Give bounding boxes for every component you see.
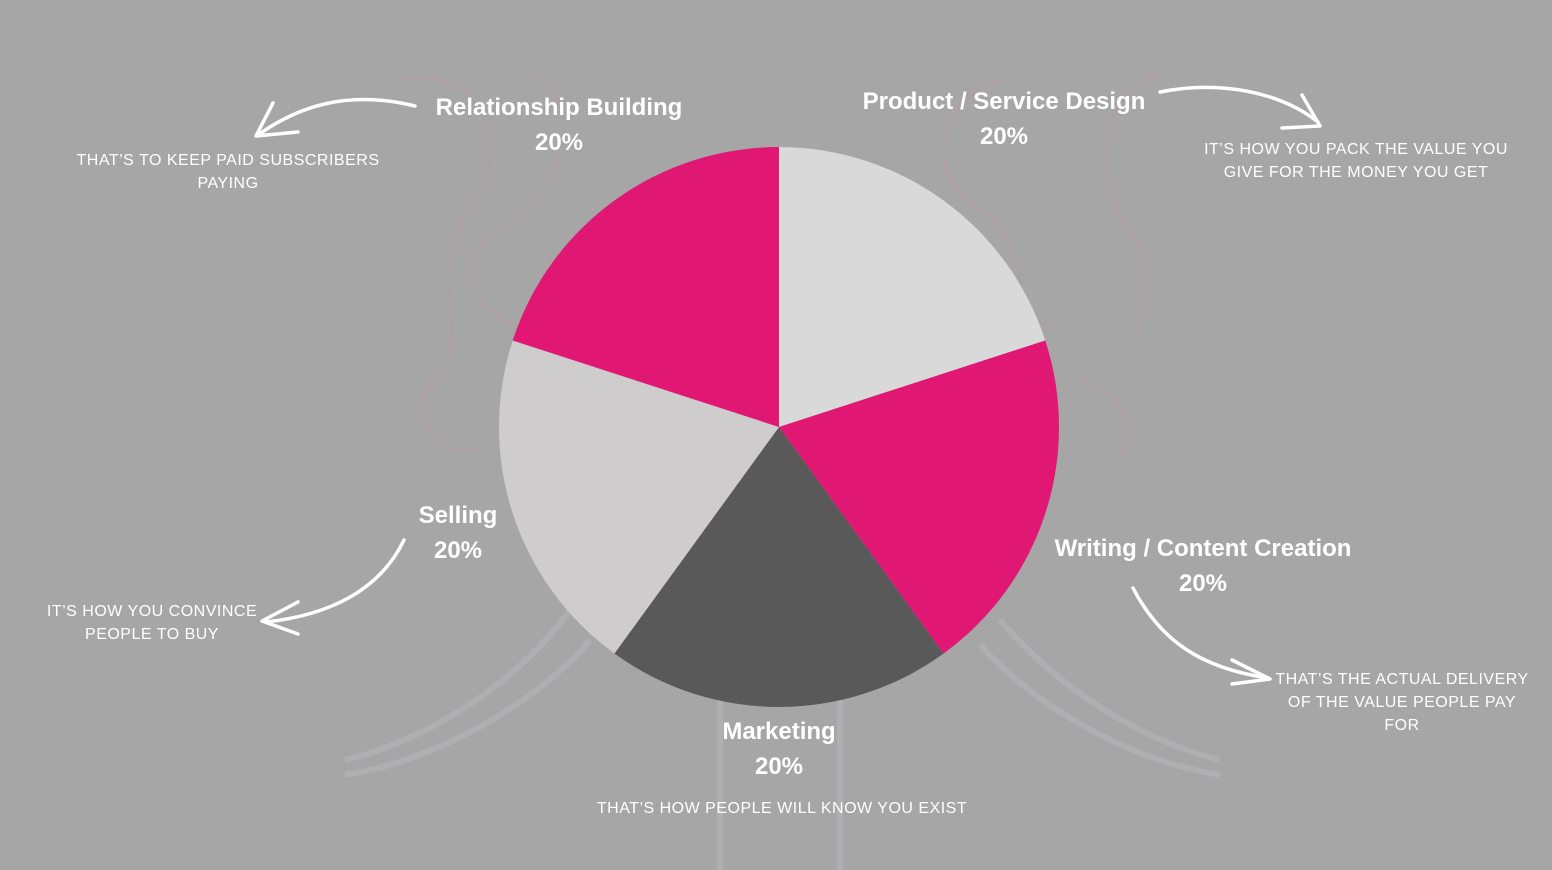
arrow-selling-icon [260,538,406,636]
slice-name: Writing / Content Creation [1054,535,1352,562]
label-selling: Selling 20% [419,498,498,568]
note-writing-content-creation: THAT’S THE ACTUAL DELIVERY OF THE VALUE … [1275,671,1529,734]
arrow-relationship-building-icon [254,97,417,138]
note-product-service-design: IT’S HOW YOU PACK THE VALUE YOU GIVE FOR… [1204,141,1508,181]
arrow-product-service-design-icon [1158,85,1322,130]
label-product-service-design: Product / Service Design 20% [863,84,1146,154]
slice-value: 20% [1178,570,1228,597]
pie-slice-selling [499,340,779,654]
slice-value: 20% [979,123,1029,150]
annotation-arrows [254,85,1322,686]
slice-name: Selling [418,502,498,529]
arrow-writing-content-creation-icon [1131,586,1272,686]
label-marketing: Marketing 20% [722,714,835,784]
pie-slice-writing-content-creation [779,340,1059,654]
slice-name: Marketing [722,718,836,745]
label-writing-content-creation: Writing / Content Creation 20% [1055,531,1352,601]
slice-value: 20% [433,537,483,564]
slice-name: Relationship Building [435,94,683,121]
note-selling: IT’S HOW YOU CONVINCE PEOPLE TO BUY [46,603,258,643]
pie-slices [499,147,1059,708]
slice-value: 20% [754,753,804,780]
background-decoration [399,68,1161,462]
label-relationship-building: Relationship Building 20% [436,90,683,160]
slice-name: Product / Service Design [862,88,1146,115]
background-lines [344,608,1221,870]
pie-slice-relationship-building [512,147,779,427]
pie-slice-marketing [614,427,944,708]
slice-value: 20% [534,129,584,156]
note-relationship-building: THAT’S TO KEEP PAID SUBSCRIBERS PAYING [76,152,380,192]
pie-slice-product-service-design [779,147,1046,427]
note-marketing: THAT’S HOW PEOPLE WILL KNOW YOU EXIST [596,800,968,817]
